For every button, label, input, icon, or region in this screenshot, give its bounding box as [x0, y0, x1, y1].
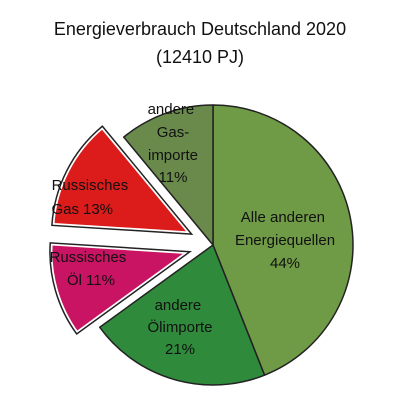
slice-label: andere Ölimporte: [147, 297, 212, 336]
chart-subtitle: (12410 PJ): [156, 47, 244, 67]
value-label: 21%: [165, 341, 195, 358]
value-label: 44%: [270, 255, 300, 272]
value-label: 11%: [86, 272, 115, 289]
chart-title: Energieverbrauch Deutschland 2020: [54, 19, 346, 39]
value-label: 13%: [83, 201, 113, 218]
pie-slice-outline: [51, 125, 194, 235]
slice-label: Russisches Gas: [51, 177, 132, 218]
pie-slice: [98, 244, 266, 386]
slice-label: andere Gas-importe: [148, 101, 199, 164]
slice-label: Russisches Öl: [50, 249, 131, 289]
slice-label: Alle anderen Energiequellen: [235, 209, 335, 249]
value-label: 11%: [159, 169, 188, 186]
pie-slice: [212, 104, 354, 376]
pie-slice: [123, 104, 214, 246]
pie-slice-outline: [49, 242, 193, 336]
